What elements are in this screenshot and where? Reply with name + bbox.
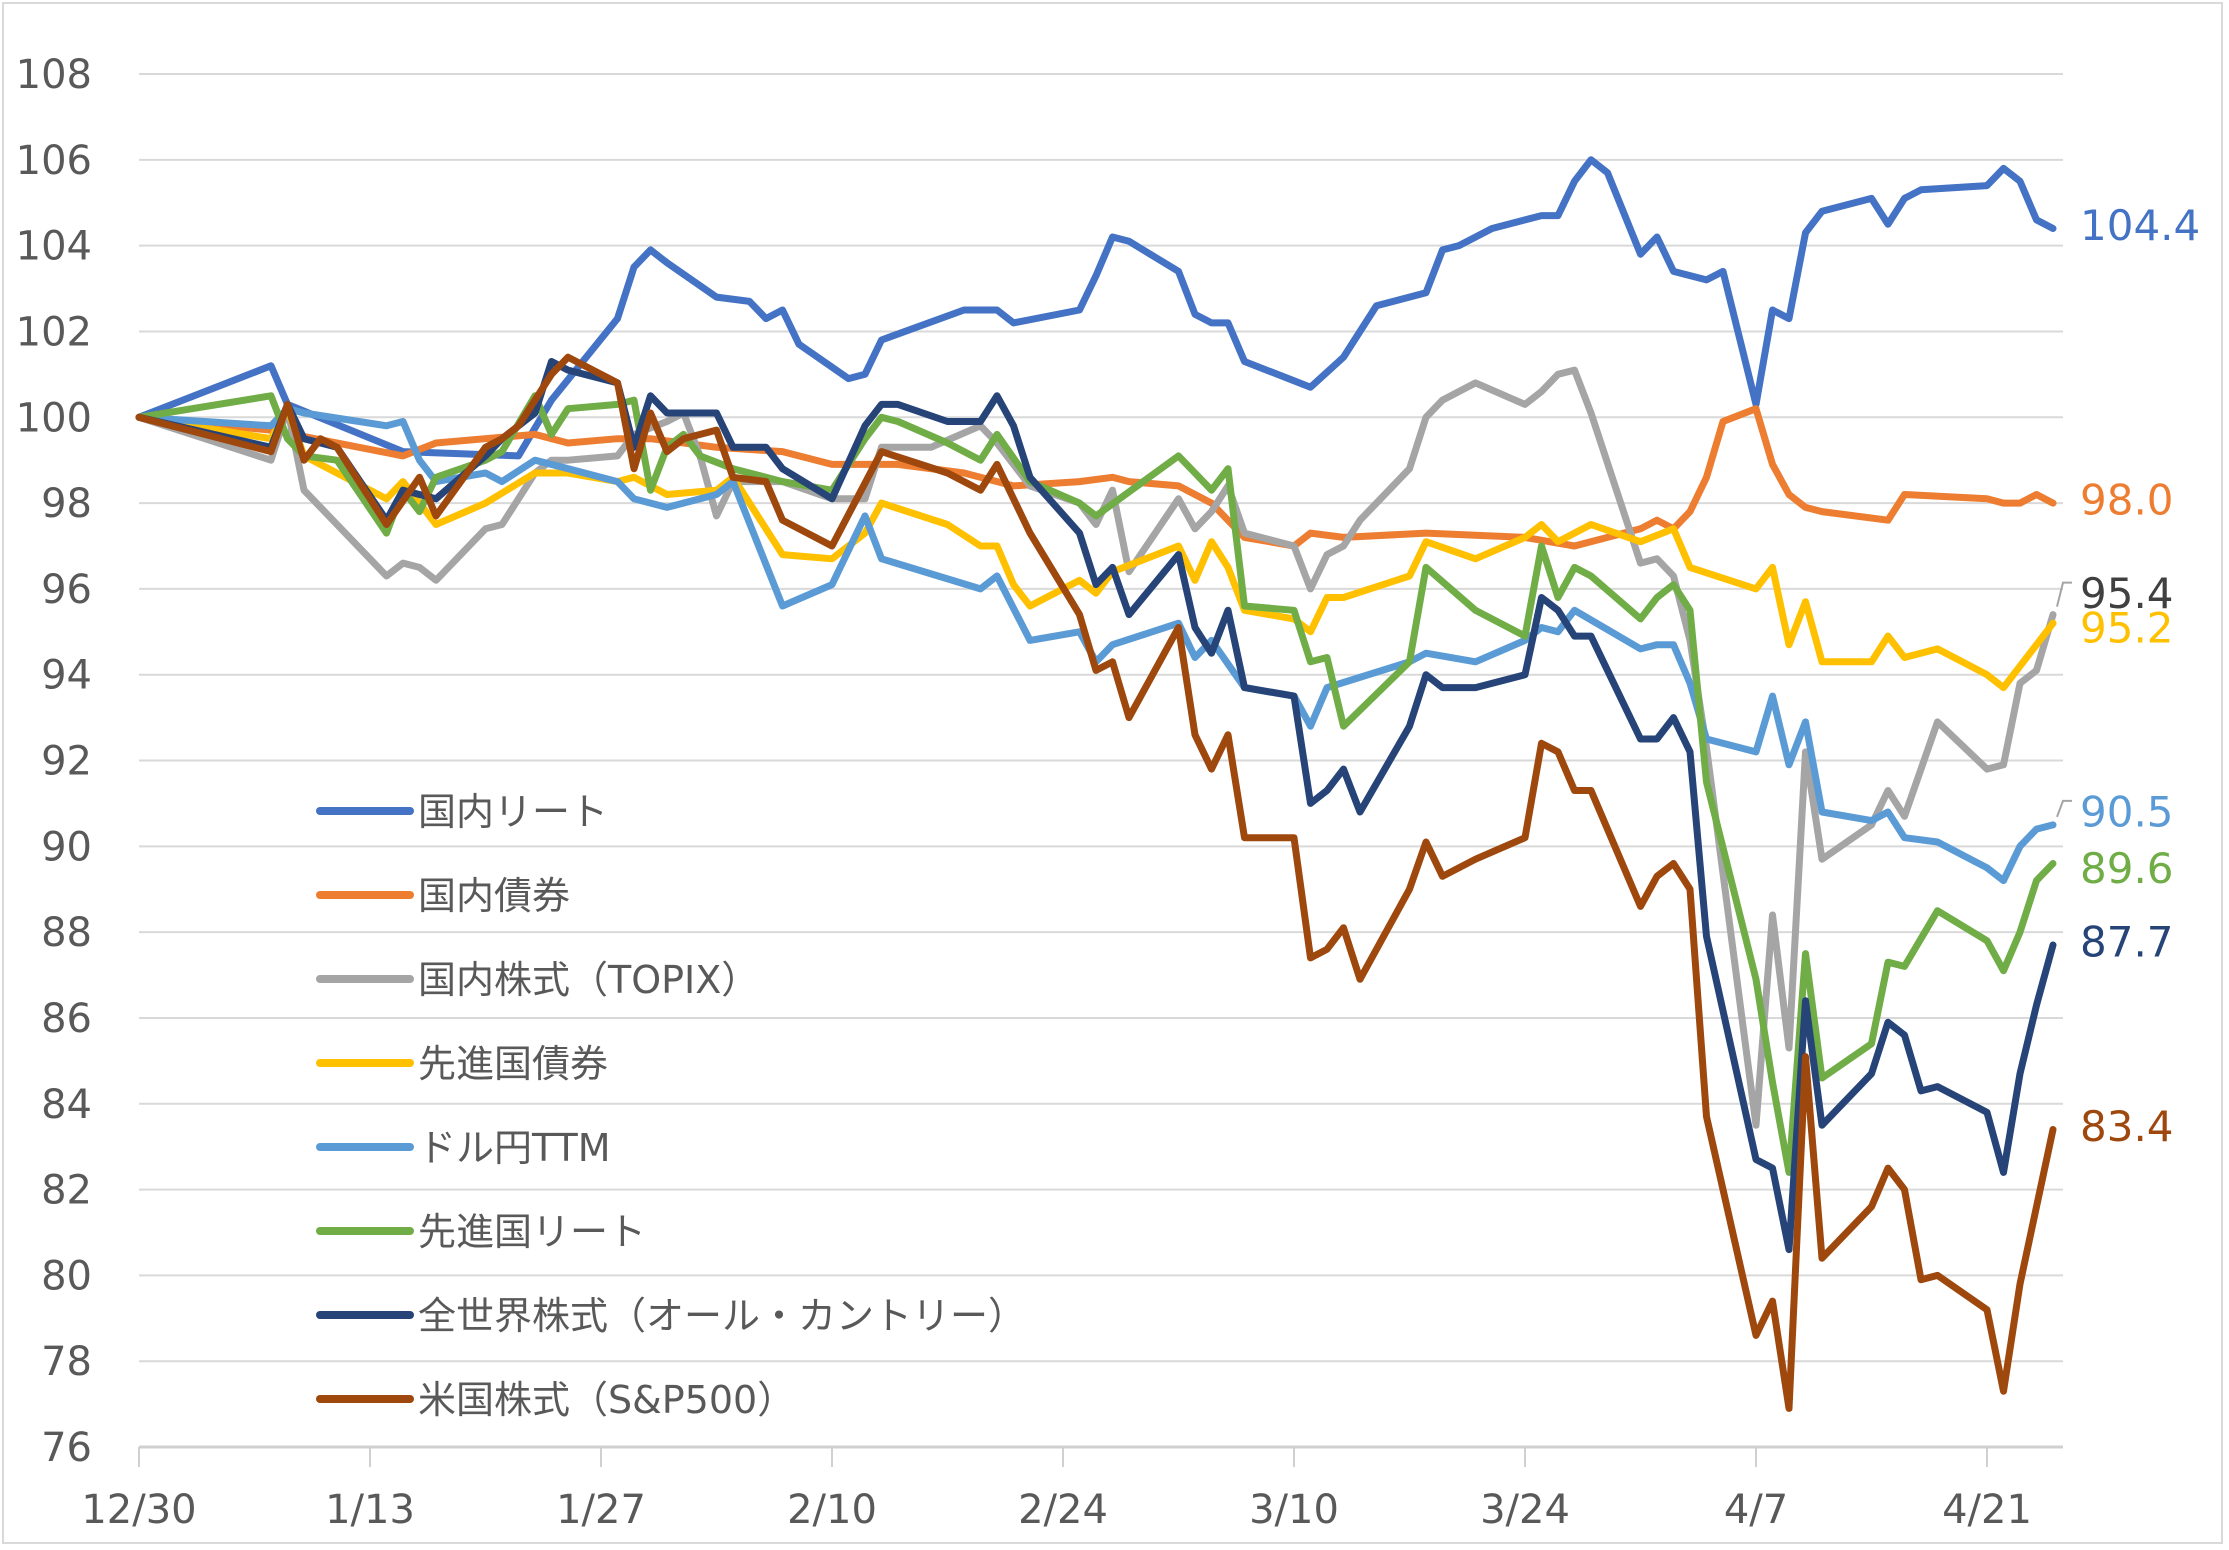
x-tick-label: 2/10	[787, 1487, 877, 1533]
series-line-4	[135, 405, 2057, 885]
y-axis-tick-labels: 76 78 80 82 84 86 88 90 92 94 96 98 100 102 104 106 108	[16, 52, 92, 1471]
legend-label: 国内債券	[418, 874, 570, 918]
legend-label: ドル円TTM	[418, 1126, 611, 1170]
end-label: 83.4	[2080, 1102, 2174, 1151]
y-tick-label: 78	[41, 1339, 92, 1385]
y-tick-label: 92	[41, 739, 92, 785]
y-tick-label: 90	[41, 824, 92, 870]
y-tick-label: 80	[41, 1253, 92, 1299]
series-line-6	[135, 358, 2057, 1254]
y-tick-label: 96	[41, 567, 92, 613]
legend-label: 先進国債券	[418, 1042, 608, 1086]
y-tick-label: 82	[41, 1168, 92, 1214]
x-tick-label: 3/10	[1249, 1487, 1339, 1533]
end-label: 87.7	[2080, 917, 2174, 966]
legend-label: 先進国リート	[418, 1210, 646, 1254]
x-tick-label: 4/7	[1724, 1487, 1788, 1533]
leader-line	[2056, 581, 2072, 607]
y-tick-label: 88	[41, 910, 92, 956]
series-line-0	[135, 156, 2057, 460]
legend-label: 国内リート	[418, 790, 608, 834]
end-label: 98.0	[2080, 476, 2174, 525]
end-label: 95.2	[2080, 604, 2174, 653]
y-tick-label: 102	[16, 309, 92, 355]
x-tick-label: 4/21	[1942, 1487, 2032, 1533]
x-tick-label: 1/13	[325, 1487, 415, 1533]
series-line-2	[135, 366, 2057, 1129]
x-tick-label: 2/24	[1018, 1487, 1108, 1533]
end-label: 89.6	[2080, 844, 2174, 893]
leader-line	[2056, 799, 2072, 818]
x-tick-label: 1/27	[556, 1487, 646, 1533]
end-value-labels: 104.4 98.0 95.495.2 90.5 89.6 87.7 83.4	[2056, 201, 2200, 1151]
x-axis: 12/30 1/13 1/27 2/10 2/24 3/10 3/24 4/7 4/21	[81, 1447, 2032, 1533]
legend-label: 米国株式（S&P500）	[418, 1378, 795, 1422]
legend-label: 全世界株式（オール・カントリー）	[418, 1294, 1026, 1338]
x-tick-label: 3/24	[1480, 1487, 1570, 1533]
x-tick-label: 12/30	[81, 1487, 196, 1533]
y-tick-label: 76	[41, 1425, 92, 1471]
y-tick-label: 94	[41, 653, 92, 699]
y-tick-label: 100	[16, 395, 92, 441]
y-tick-label: 106	[16, 138, 92, 184]
y-tick-label: 108	[16, 52, 92, 98]
end-label: 104.4	[2080, 201, 2200, 250]
end-label: 90.5	[2080, 787, 2174, 836]
y-tick-label: 86	[41, 996, 92, 1042]
series-line-7	[135, 353, 2057, 1412]
y-tick-label: 84	[41, 1082, 92, 1128]
legend-label: 国内株式（TOPIX）	[418, 958, 759, 1002]
y-tick-label: 104	[16, 224, 92, 270]
end-label: 95.4	[2080, 569, 2174, 618]
y-tick-label: 98	[41, 481, 92, 527]
series-lines	[135, 156, 2057, 1412]
